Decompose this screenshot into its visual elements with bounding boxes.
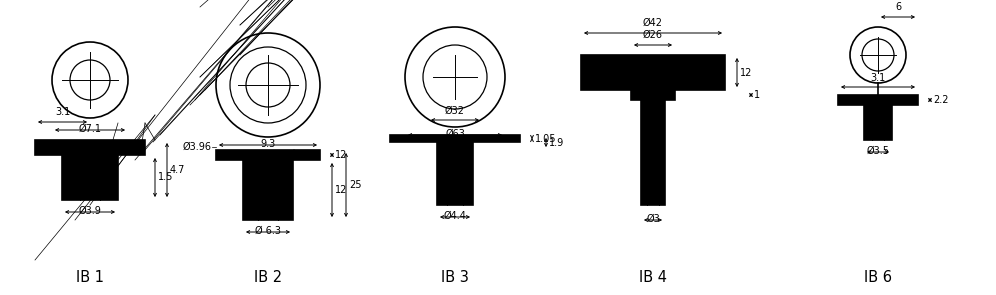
Bar (641, 100, 665, 205)
Text: Ø 6.3: Ø 6.3 (255, 226, 281, 236)
Text: IB 1: IB 1 (76, 270, 104, 284)
Text: Ø26: Ø26 (643, 30, 663, 40)
Bar (581, 55, 725, 90)
Bar (243, 160, 293, 220)
Text: 1.9: 1.9 (549, 137, 565, 148)
Bar (390, 135, 520, 142)
Text: 12: 12 (335, 150, 348, 160)
Text: Ø3.96: Ø3.96 (183, 142, 212, 152)
Text: 9.3: 9.3 (260, 139, 276, 149)
Text: 3.1: 3.1 (871, 73, 885, 83)
Text: Ø3.5: Ø3.5 (867, 146, 889, 156)
Text: 2.2: 2.2 (933, 95, 948, 105)
Bar (437, 142, 473, 205)
Text: Ø63: Ø63 (445, 129, 465, 139)
Text: Ø4.4: Ø4.4 (443, 211, 466, 221)
Bar (631, 90, 675, 100)
Text: 3.1: 3.1 (55, 107, 70, 117)
Bar (864, 105, 892, 140)
Text: 1: 1 (754, 90, 760, 100)
Text: Ø3.9: Ø3.9 (79, 206, 102, 216)
Text: 12: 12 (335, 185, 348, 195)
Text: IB 2: IB 2 (254, 270, 282, 284)
Text: 6: 6 (895, 2, 901, 12)
Text: Ø7.1: Ø7.1 (79, 124, 102, 134)
Text: 1.05: 1.05 (535, 134, 557, 143)
Text: Ø42: Ø42 (643, 18, 663, 28)
Text: 12: 12 (740, 68, 752, 78)
Bar (62, 155, 118, 200)
Text: Ø32: Ø32 (445, 106, 465, 116)
Text: IB 3: IB 3 (441, 270, 469, 284)
Text: IB 6: IB 6 (864, 270, 892, 284)
Text: 4.7: 4.7 (170, 165, 185, 175)
Text: 1.5: 1.5 (158, 173, 173, 183)
Text: Ø3: Ø3 (646, 214, 660, 224)
Bar (216, 150, 320, 160)
Text: 25: 25 (349, 180, 362, 190)
Bar (35, 140, 145, 155)
Bar (838, 95, 918, 105)
Text: IB 4: IB 4 (639, 270, 667, 284)
